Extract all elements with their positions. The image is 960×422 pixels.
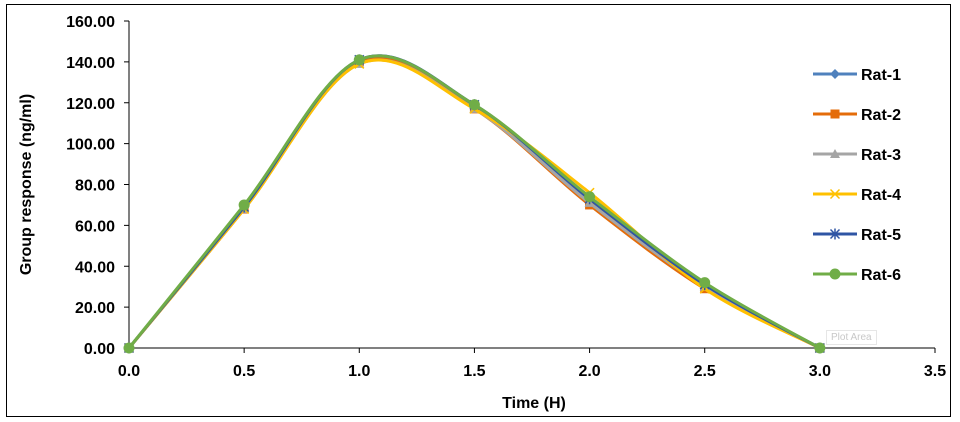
legend-item: Rat-1 [813, 67, 901, 84]
legend-item: Rat-6 [813, 267, 901, 284]
legend-label: Rat-2 [861, 107, 901, 124]
y-tick-label: 140.00 [66, 55, 115, 72]
legend-item: Rat-5 [813, 227, 901, 244]
legend-marker [829, 268, 841, 280]
legend-label: Rat-5 [861, 227, 901, 244]
x-tick-label: 2.5 [694, 363, 716, 380]
x-tick-label: 0.5 [233, 363, 255, 380]
legend-marker [829, 228, 841, 240]
legend-marker [830, 149, 840, 158]
legend-marker [830, 69, 840, 79]
legend-item: Rat-4 [813, 187, 901, 204]
x-tick-label: 3.0 [809, 363, 831, 380]
legend-item: Rat-2 [813, 107, 901, 124]
data-point [814, 342, 826, 354]
y-tick-label: 60.00 [75, 218, 115, 235]
series-rat-6 [123, 54, 826, 354]
y-tick-label: 160.00 [66, 14, 115, 31]
data-point [699, 277, 711, 289]
data-point [353, 54, 365, 66]
y-axis-title: Group response (ng/ml) [18, 94, 35, 275]
x-tick-label: 0.0 [118, 363, 140, 380]
x-tick-label: 1.0 [348, 363, 370, 380]
y-tick-label: 20.00 [75, 300, 115, 317]
y-tick-label: 0.00 [84, 341, 115, 358]
data-point [123, 342, 135, 354]
x-axis-title: Time (H) [502, 395, 566, 412]
y-tick-label: 120.00 [66, 96, 115, 113]
data-point [468, 99, 480, 111]
legend-item: Rat-3 [813, 147, 901, 164]
series-rat-5 [123, 54, 825, 354]
x-tick-label: 3.5 [924, 363, 946, 380]
legend-label: Rat-3 [861, 147, 901, 164]
data-point [584, 191, 596, 203]
plot-area-tooltip: Plot Area [826, 330, 877, 345]
legend-label: Rat-4 [861, 187, 901, 204]
x-tick-label: 2.0 [578, 363, 600, 380]
y-tick-label: 80.00 [75, 178, 115, 195]
legend-label: Rat-6 [861, 267, 901, 284]
y-tick-label: 40.00 [75, 259, 115, 276]
legend-marker [830, 109, 840, 119]
legend-label: Rat-1 [861, 67, 901, 84]
x-tick-label: 1.5 [463, 363, 485, 380]
data-point [238, 199, 250, 211]
legend-marker [829, 188, 841, 200]
y-tick-label: 100.00 [66, 137, 115, 154]
